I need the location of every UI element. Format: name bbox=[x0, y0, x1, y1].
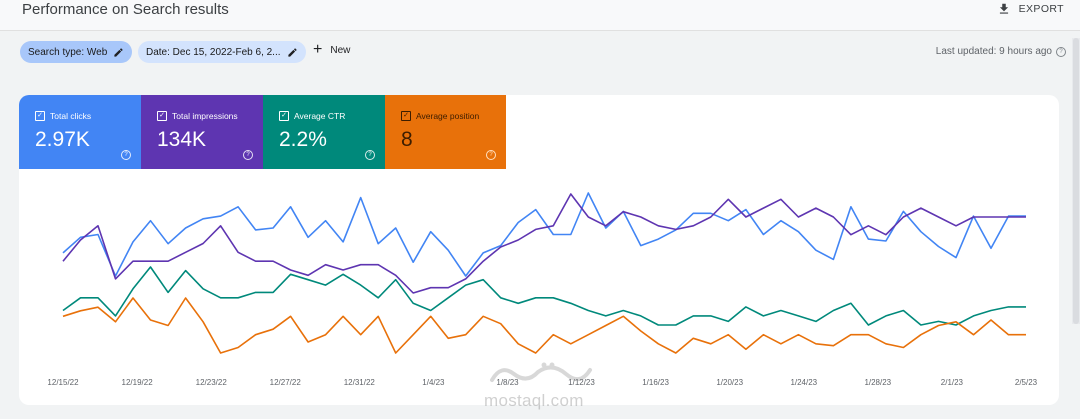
metric-value: 2.2% bbox=[279, 128, 327, 151]
checkbox-icon[interactable]: ✓ bbox=[401, 111, 411, 121]
series-line-average-position bbox=[62, 297, 1026, 354]
edit-icon bbox=[114, 47, 123, 57]
edit-icon bbox=[287, 47, 297, 57]
series-line-average-ctr bbox=[62, 266, 1026, 326]
scrollbar-thumb[interactable] bbox=[1073, 38, 1079, 324]
x-tick-label: 1/16/23 bbox=[642, 378, 669, 387]
performance-chart: 12/15/22 12/19/22 12/23/22 12/27/22 12/31/22… bbox=[47, 192, 1038, 387]
metric-average-ctr[interactable]: ✓ Average CTR 2.2% ? bbox=[263, 95, 385, 169]
help-icon[interactable]: ? bbox=[1056, 46, 1066, 57]
checkbox-icon[interactable]: ✓ bbox=[157, 111, 167, 121]
x-tick-label: 12/19/22 bbox=[122, 378, 154, 387]
page-title: Performance on Search results bbox=[22, 1, 229, 18]
x-tick-label: 2/5/23 bbox=[1015, 378, 1038, 387]
x-tick-label: 1/28/23 bbox=[864, 378, 891, 387]
watermark-text: mostaql.com bbox=[484, 391, 584, 410]
date-chip[interactable]: Date: Dec 15, 2022-Feb 6, 2... bbox=[138, 41, 306, 63]
x-tick-label: 12/27/22 bbox=[270, 378, 302, 387]
metric-average-position[interactable]: ✓ Average position 8 ? bbox=[385, 95, 506, 169]
last-updated-text: Last updated: 9 hours ago bbox=[935, 46, 1052, 57]
metric-label: Total clicks bbox=[50, 111, 92, 121]
search-type-label: Search type: Web bbox=[28, 46, 108, 58]
metric-label: Total impressions bbox=[172, 111, 238, 121]
metric-value: 2.97K bbox=[35, 128, 90, 151]
performance-card: ✓ Total clicks 2.97K ? ✓ Total impressions… bbox=[19, 95, 1059, 405]
checkbox-icon[interactable]: ✓ bbox=[279, 111, 289, 121]
x-tick-label: 1/4/23 bbox=[422, 378, 445, 387]
help-icon[interactable]: ? bbox=[365, 150, 375, 160]
scrollbar[interactable] bbox=[1072, 38, 1080, 324]
search-type-chip[interactable]: Search type: Web bbox=[20, 41, 133, 63]
date-label: Date: Dec 15, 2022-Feb 6, 2... bbox=[146, 46, 281, 58]
x-tick-label: 12/15/22 bbox=[47, 378, 79, 387]
x-tick-label: 2/1/23 bbox=[941, 378, 964, 387]
export-button[interactable]: EXPORT bbox=[997, 0, 1064, 18]
x-tick-label: 12/31/22 bbox=[344, 378, 376, 387]
new-filter-button[interactable]: + New bbox=[313, 41, 351, 58]
x-tick-label: 12/23/22 bbox=[196, 378, 228, 387]
download-icon bbox=[999, 3, 1008, 14]
series-line-total-impressions bbox=[62, 193, 1026, 294]
metric-total-clicks[interactable]: ✓ Total clicks 2.97K ? bbox=[19, 95, 141, 169]
last-updated: Last updated: 9 hours ago ? bbox=[936, 46, 1066, 57]
metric-value: 8 bbox=[401, 128, 413, 151]
metric-total-impressions[interactable]: ✓ Total impressions 134K ? bbox=[141, 95, 263, 169]
filter-bar: Search type: Web Date: Dec 15, 2022-Feb … bbox=[0, 39, 1080, 65]
help-icon[interactable]: ? bbox=[243, 150, 253, 160]
watermark-logo bbox=[490, 362, 592, 382]
metric-label: Average CTR bbox=[294, 111, 346, 121]
series-line-total-clicks bbox=[62, 192, 1026, 277]
checkbox-icon[interactable]: ✓ bbox=[35, 111, 45, 121]
help-icon[interactable]: ? bbox=[486, 150, 496, 160]
x-tick-label: 1/8/23 bbox=[496, 378, 519, 387]
metric-label: Average position bbox=[416, 111, 480, 121]
help-icon[interactable]: ? bbox=[121, 150, 131, 160]
export-label: EXPORT bbox=[1018, 3, 1064, 15]
plus-icon: + bbox=[313, 41, 323, 58]
x-tick-label: 1/20/23 bbox=[716, 378, 743, 387]
metric-value: 134K bbox=[157, 128, 207, 151]
new-label: New bbox=[330, 44, 351, 56]
header-bar: Performance on Search results EXPORT bbox=[0, 0, 1080, 31]
x-tick-label: 1/12/23 bbox=[568, 378, 595, 387]
x-tick-label: 1/24/23 bbox=[790, 378, 817, 387]
